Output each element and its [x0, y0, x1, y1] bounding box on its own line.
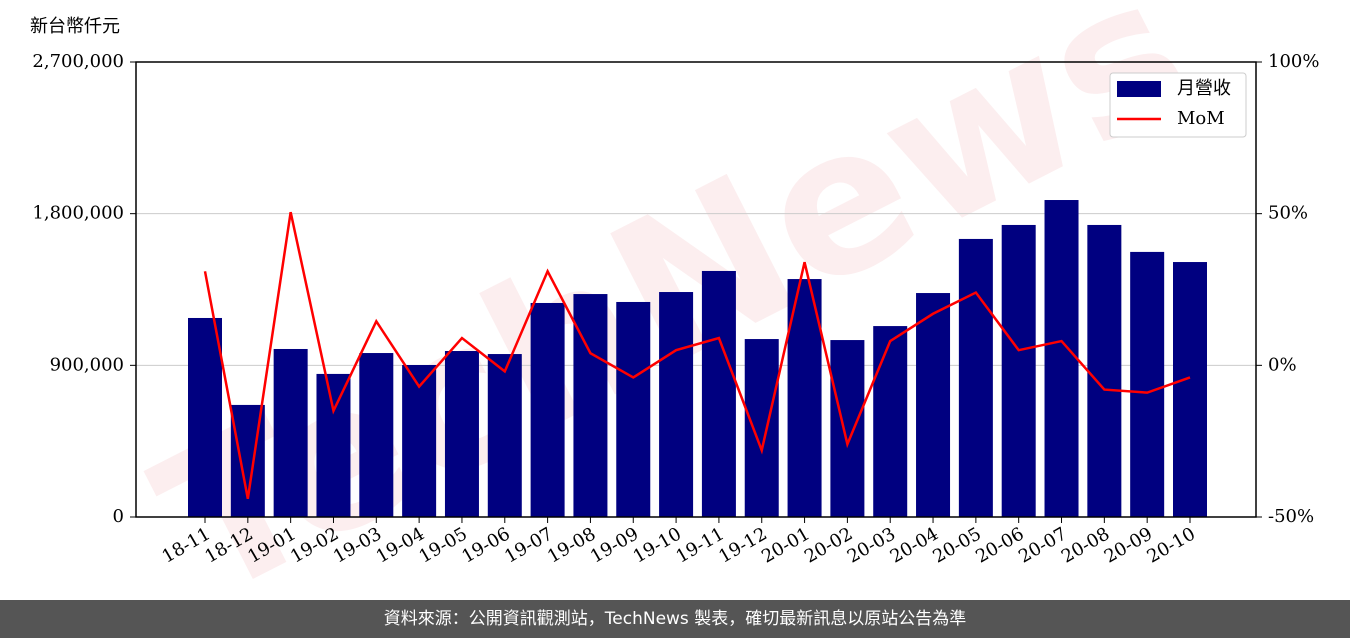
y2-tick-label: 100% [1268, 51, 1319, 72]
x-tick-label: 20-03 [844, 523, 899, 567]
bar [744, 339, 779, 517]
legend-swatch [1117, 81, 1161, 97]
x-tick-label: 19-09 [587, 523, 642, 567]
footer: 資料來源：公開資訊觀測站，TechNews 製表，確切最新訊息以原站公告為準 [384, 609, 966, 629]
y-axis-label: 新台幣仟元 [30, 16, 120, 37]
y-tick-label: 2,700,000 [32, 51, 124, 72]
legend-label: MoM [1177, 108, 1225, 129]
bar [402, 364, 437, 517]
y2-tick-label: -50% [1268, 506, 1314, 527]
x-tick-label: 20-07 [1015, 523, 1070, 567]
bar [1044, 200, 1079, 517]
bar [359, 353, 394, 517]
x-tick-label: 20-09 [1101, 523, 1156, 567]
bar [444, 351, 479, 517]
y-tick-label: 900,000 [50, 354, 124, 375]
bar [1173, 262, 1207, 517]
x-tick-label: 19-07 [501, 523, 556, 567]
bar [530, 302, 565, 517]
bar [188, 317, 222, 517]
x-tick-label: 20-08 [1058, 523, 1113, 567]
bar [958, 238, 993, 517]
y2-tick-label: 50% [1268, 203, 1308, 224]
bar [916, 293, 951, 517]
bar [1130, 251, 1165, 518]
bar [659, 292, 694, 517]
x-tick-label: 19-12 [715, 523, 770, 567]
y2-tick-label: 0% [1268, 354, 1297, 375]
x-tick-label: 19-06 [458, 523, 513, 567]
x-tick-label: 20-02 [801, 523, 856, 567]
footer-bar [0, 600, 1350, 638]
bar [487, 354, 522, 517]
y-tick-label: 0 [113, 506, 124, 527]
x-tick-label: 19-08 [544, 523, 599, 567]
x-tick-label: 20-10 [1144, 523, 1199, 567]
bar [873, 326, 908, 517]
bar [573, 294, 608, 517]
bar [1087, 224, 1122, 518]
x-tick-label: 19-11 [672, 523, 727, 567]
x-tick-label: 19-10 [630, 523, 685, 567]
bar [701, 270, 736, 517]
bar [830, 340, 865, 517]
mom-line [203, 211, 1191, 500]
bar [787, 279, 822, 517]
bar [616, 301, 651, 517]
plot-frame [135, 61, 1257, 518]
x-tick-label: 20-04 [887, 523, 942, 567]
bar [316, 373, 351, 517]
legend-label: 月營收 [1177, 78, 1231, 99]
bar [1001, 224, 1036, 518]
x-tick-label: 20-01 [758, 523, 813, 567]
x-tick-label: 20-05 [929, 523, 984, 567]
x-tick-label: 20-06 [972, 523, 1027, 567]
bar [273, 348, 308, 517]
y-tick-label: 1,800,000 [32, 203, 124, 224]
